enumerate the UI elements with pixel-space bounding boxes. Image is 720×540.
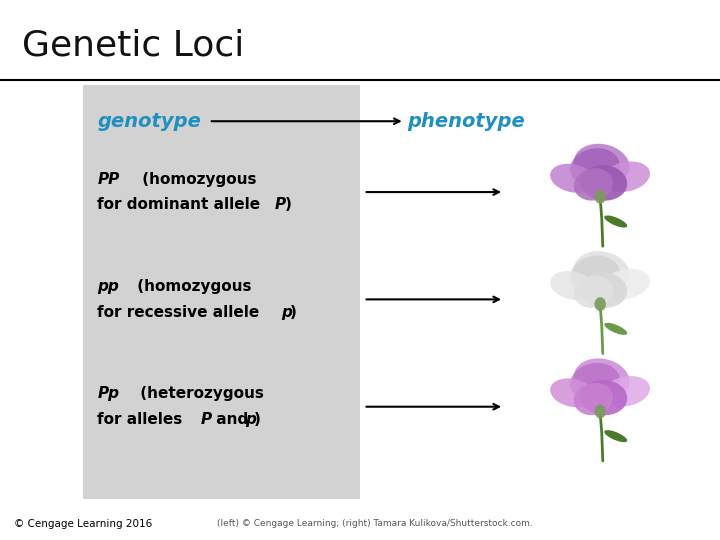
Text: P: P [275,198,286,212]
Text: genotype: genotype [97,112,201,131]
Text: (left) © Cengage Learning; (right) Tamara Kulikova/Shutterstock.com.: (left) © Cengage Learning; (right) Tamar… [217,519,532,528]
Ellipse shape [580,165,627,201]
Ellipse shape [574,383,613,415]
Text: ): ) [290,305,297,320]
Bar [83,85,360,499]
Text: P: P [201,412,212,427]
Ellipse shape [574,275,613,308]
Ellipse shape [550,164,595,193]
Ellipse shape [595,190,606,204]
Ellipse shape [580,380,627,415]
Text: PP: PP [97,172,120,187]
Ellipse shape [580,273,627,308]
Ellipse shape [602,376,650,407]
Ellipse shape [570,255,620,294]
Text: ): ) [285,198,292,212]
Ellipse shape [602,161,650,192]
Text: © Cengage Learning 2016: © Cengage Learning 2016 [14,519,153,529]
Text: for recessive allele: for recessive allele [97,305,265,320]
Text: phenotype: phenotype [407,112,525,131]
Ellipse shape [570,363,620,401]
Ellipse shape [602,269,650,299]
Text: for alleles: for alleles [97,412,188,427]
Ellipse shape [550,379,595,407]
Text: for dominant allele: for dominant allele [97,198,266,212]
Text: pp: pp [97,279,119,294]
Ellipse shape [604,323,627,335]
Text: p: p [281,305,292,320]
Text: Pp: Pp [97,386,120,401]
Ellipse shape [595,404,606,418]
Ellipse shape [604,215,627,227]
Ellipse shape [550,271,595,300]
Ellipse shape [574,251,629,292]
Text: (homozygous: (homozygous [137,172,256,187]
Ellipse shape [574,168,613,200]
Ellipse shape [574,359,629,400]
Text: (homozygous: (homozygous [132,279,251,294]
Text: ): ) [254,412,261,427]
Ellipse shape [604,430,627,442]
Text: and: and [211,412,253,427]
Ellipse shape [574,144,629,185]
Text: p: p [245,412,256,427]
Text: Genetic Loci: Genetic Loci [22,29,244,63]
Text: (heterozygous: (heterozygous [135,386,264,401]
Ellipse shape [570,148,620,187]
Ellipse shape [595,297,606,311]
